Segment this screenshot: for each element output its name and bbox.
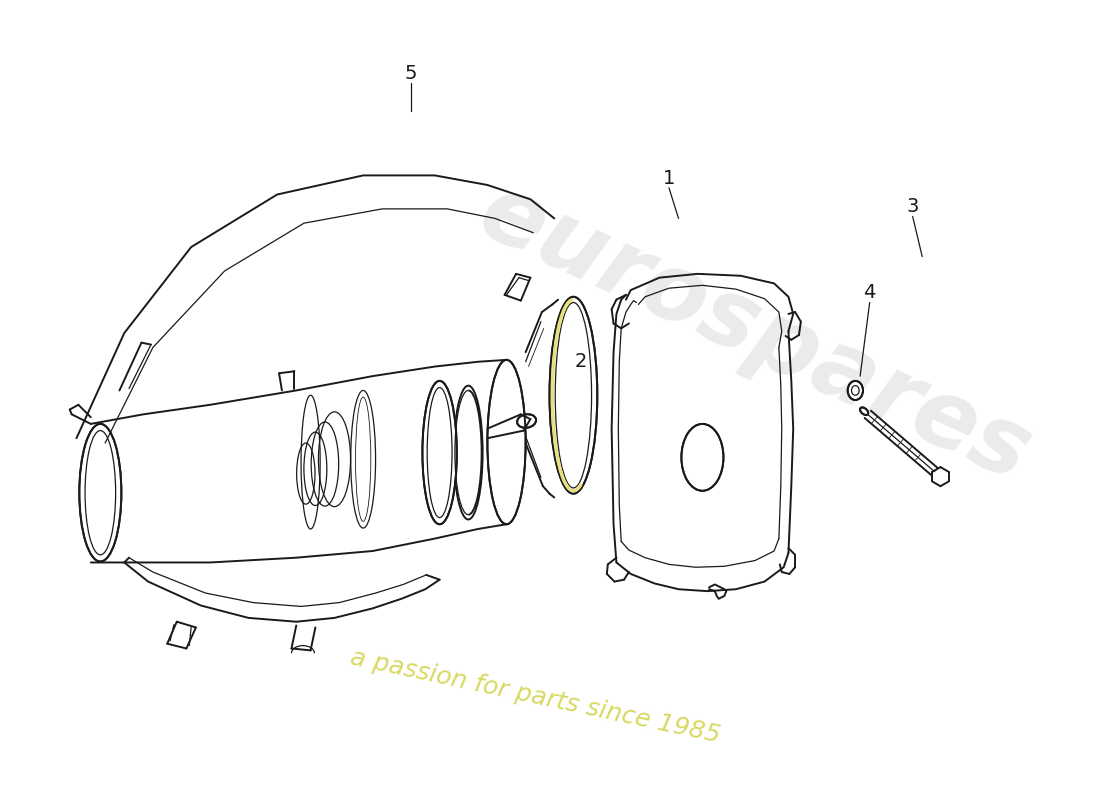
Ellipse shape bbox=[860, 407, 868, 415]
Text: 2: 2 bbox=[575, 352, 587, 371]
Text: 4: 4 bbox=[864, 283, 876, 302]
Text: 3: 3 bbox=[906, 198, 918, 217]
Ellipse shape bbox=[487, 360, 526, 524]
Ellipse shape bbox=[550, 297, 597, 494]
Ellipse shape bbox=[422, 381, 456, 524]
Text: 1: 1 bbox=[663, 169, 675, 188]
Text: eurospares: eurospares bbox=[465, 165, 1045, 501]
Ellipse shape bbox=[79, 424, 121, 562]
Ellipse shape bbox=[517, 414, 536, 428]
Ellipse shape bbox=[848, 381, 864, 400]
Ellipse shape bbox=[681, 424, 724, 490]
Text: 5: 5 bbox=[405, 64, 417, 82]
Text: a passion for parts since 1985: a passion for parts since 1985 bbox=[348, 646, 723, 747]
Ellipse shape bbox=[454, 386, 483, 519]
